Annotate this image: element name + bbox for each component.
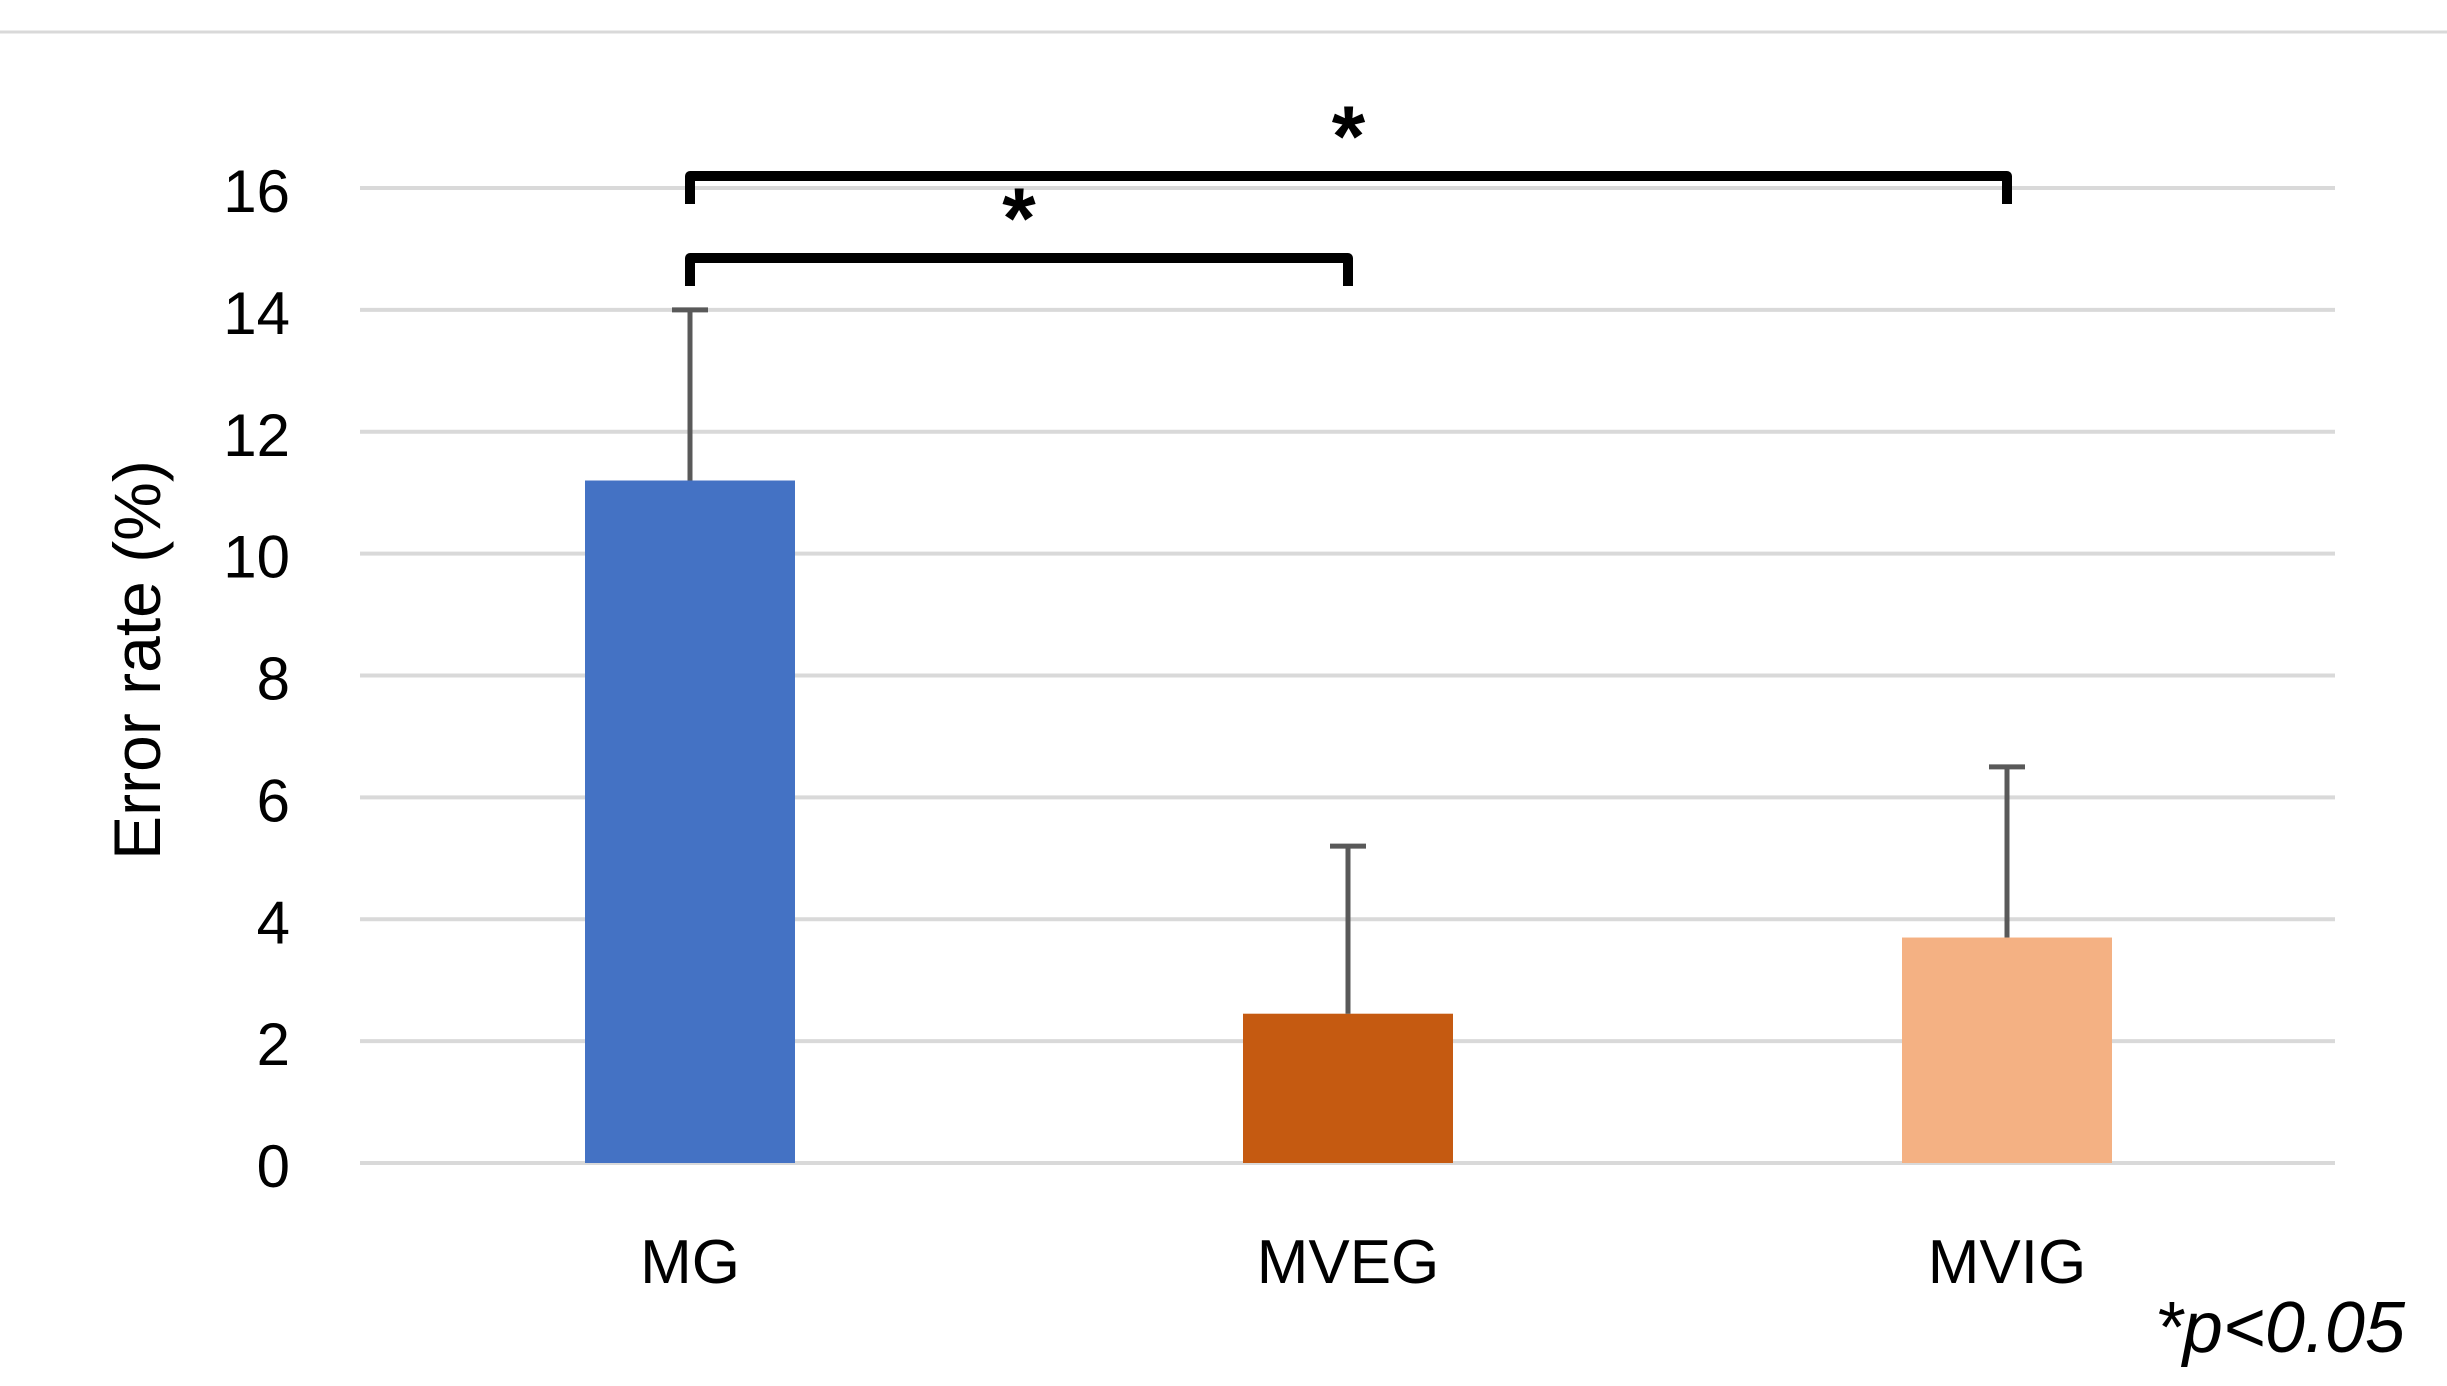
y-tick-label: 14: [223, 280, 290, 347]
y-tick-label: 12: [223, 402, 290, 469]
x-tick-label-mg: MG: [640, 1228, 740, 1297]
y-tick-label: 4: [257, 889, 290, 956]
significance-brackets: **: [685, 89, 2012, 286]
significance-star: *: [1002, 171, 1036, 267]
x-tick-label-mvig: MVIG: [1928, 1228, 2086, 1297]
y-tick-labels: 0 2 4 6 8 10 12 14 16: [223, 158, 290, 1200]
y-tick-label: 6: [257, 767, 290, 834]
y-tick-label: 10: [223, 524, 290, 591]
error-bars: [672, 307, 2025, 1014]
y-tick-label: 8: [257, 646, 290, 713]
bar-mveg: [1243, 1013, 1453, 1163]
x-tick-labels: MG MVEG MVIG: [640, 1228, 2086, 1297]
y-tick-label: 2: [257, 1011, 290, 1078]
x-tick-label-mveg: MVEG: [1257, 1228, 1440, 1297]
y-axis-label: Error rate (%): [100, 460, 174, 860]
bar-mg: [585, 480, 795, 1163]
significance-star: *: [1332, 89, 1366, 185]
bars: [585, 480, 2112, 1163]
y-tick-label: 0: [257, 1133, 290, 1200]
bar-mvig: [1902, 937, 2112, 1163]
y-tick-label: 16: [223, 158, 290, 225]
significance-bracket-mg-mveg: [685, 253, 1353, 286]
significance-footnote: *p<0.05: [2155, 1288, 2406, 1368]
significance-bracket-mg-mvig: [685, 171, 2012, 204]
